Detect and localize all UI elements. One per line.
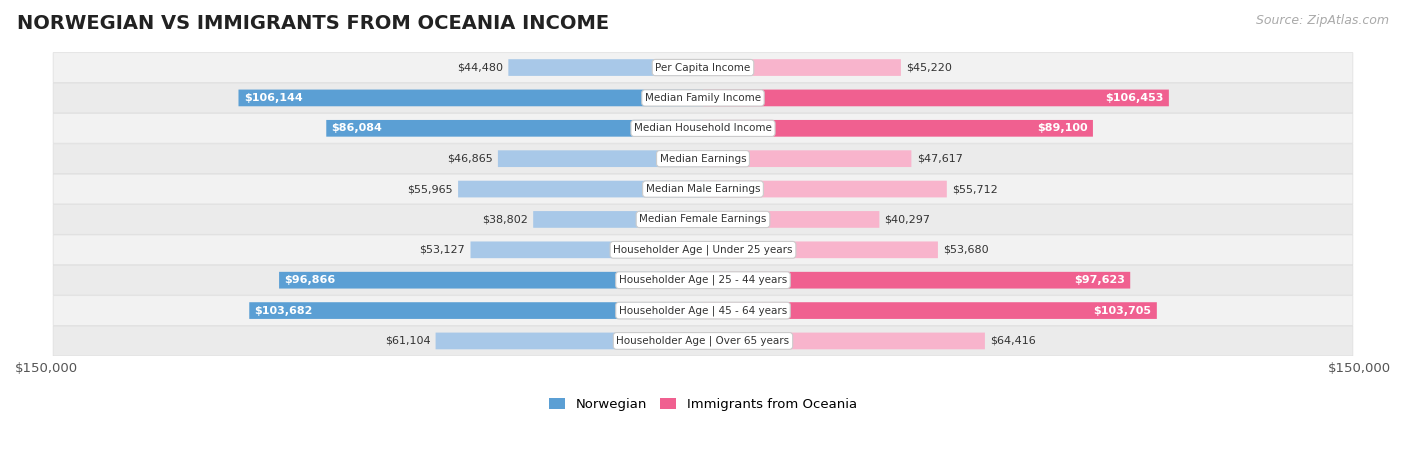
Text: Per Capita Income: Per Capita Income bbox=[655, 63, 751, 72]
Text: $46,865: $46,865 bbox=[447, 154, 492, 163]
Text: Source: ZipAtlas.com: Source: ZipAtlas.com bbox=[1256, 14, 1389, 27]
FancyBboxPatch shape bbox=[53, 174, 1353, 204]
Text: $40,297: $40,297 bbox=[884, 214, 931, 225]
FancyBboxPatch shape bbox=[703, 211, 879, 228]
FancyBboxPatch shape bbox=[703, 150, 911, 167]
Text: $86,084: $86,084 bbox=[332, 123, 382, 133]
Text: Householder Age | Under 25 years: Householder Age | Under 25 years bbox=[613, 245, 793, 255]
FancyBboxPatch shape bbox=[703, 120, 1092, 137]
FancyBboxPatch shape bbox=[703, 181, 946, 198]
Text: $44,480: $44,480 bbox=[457, 63, 503, 72]
FancyBboxPatch shape bbox=[53, 83, 1353, 113]
Text: Householder Age | 45 - 64 years: Householder Age | 45 - 64 years bbox=[619, 305, 787, 316]
FancyBboxPatch shape bbox=[53, 144, 1353, 174]
FancyBboxPatch shape bbox=[249, 302, 703, 319]
Text: $38,802: $38,802 bbox=[482, 214, 527, 225]
FancyBboxPatch shape bbox=[53, 53, 1353, 83]
Legend: Norwegian, Immigrants from Oceania: Norwegian, Immigrants from Oceania bbox=[544, 393, 862, 417]
Text: $47,617: $47,617 bbox=[917, 154, 963, 163]
FancyBboxPatch shape bbox=[471, 241, 703, 258]
Text: $61,104: $61,104 bbox=[385, 336, 430, 346]
FancyBboxPatch shape bbox=[53, 113, 1353, 143]
FancyBboxPatch shape bbox=[533, 211, 703, 228]
FancyBboxPatch shape bbox=[436, 333, 703, 349]
FancyBboxPatch shape bbox=[53, 326, 1353, 356]
FancyBboxPatch shape bbox=[703, 241, 938, 258]
Text: $64,416: $64,416 bbox=[990, 336, 1036, 346]
FancyBboxPatch shape bbox=[703, 302, 1157, 319]
Text: Median Family Income: Median Family Income bbox=[645, 93, 761, 103]
FancyBboxPatch shape bbox=[53, 296, 1353, 325]
Text: NORWEGIAN VS IMMIGRANTS FROM OCEANIA INCOME: NORWEGIAN VS IMMIGRANTS FROM OCEANIA INC… bbox=[17, 14, 609, 33]
Text: $55,965: $55,965 bbox=[408, 184, 453, 194]
FancyBboxPatch shape bbox=[498, 150, 703, 167]
FancyBboxPatch shape bbox=[239, 90, 703, 106]
Text: $106,144: $106,144 bbox=[243, 93, 302, 103]
FancyBboxPatch shape bbox=[278, 272, 703, 289]
Text: $53,680: $53,680 bbox=[943, 245, 988, 255]
FancyBboxPatch shape bbox=[326, 120, 703, 137]
Text: Median Male Earnings: Median Male Earnings bbox=[645, 184, 761, 194]
FancyBboxPatch shape bbox=[53, 235, 1353, 265]
Text: Householder Age | Over 65 years: Householder Age | Over 65 years bbox=[616, 336, 790, 346]
Text: $53,127: $53,127 bbox=[419, 245, 465, 255]
FancyBboxPatch shape bbox=[509, 59, 703, 76]
Text: Median Household Income: Median Household Income bbox=[634, 123, 772, 133]
Text: $55,712: $55,712 bbox=[952, 184, 998, 194]
Text: $106,453: $106,453 bbox=[1105, 93, 1164, 103]
Text: $89,100: $89,100 bbox=[1038, 123, 1088, 133]
Text: Median Earnings: Median Earnings bbox=[659, 154, 747, 163]
Text: Median Female Earnings: Median Female Earnings bbox=[640, 214, 766, 225]
FancyBboxPatch shape bbox=[53, 205, 1353, 234]
FancyBboxPatch shape bbox=[703, 59, 901, 76]
Text: $97,623: $97,623 bbox=[1074, 275, 1125, 285]
FancyBboxPatch shape bbox=[703, 333, 984, 349]
Text: $45,220: $45,220 bbox=[905, 63, 952, 72]
FancyBboxPatch shape bbox=[458, 181, 703, 198]
Text: $103,705: $103,705 bbox=[1094, 305, 1152, 316]
FancyBboxPatch shape bbox=[703, 90, 1168, 106]
FancyBboxPatch shape bbox=[703, 272, 1130, 289]
FancyBboxPatch shape bbox=[53, 265, 1353, 295]
Text: $103,682: $103,682 bbox=[254, 305, 314, 316]
Text: $96,866: $96,866 bbox=[284, 275, 336, 285]
Text: Householder Age | 25 - 44 years: Householder Age | 25 - 44 years bbox=[619, 275, 787, 285]
